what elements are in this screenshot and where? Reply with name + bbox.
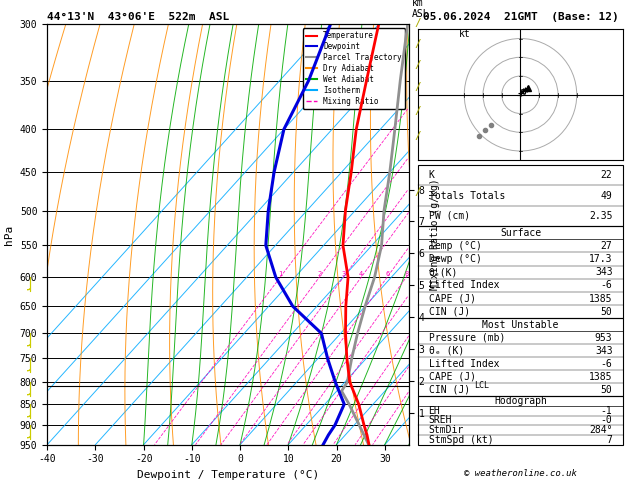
Text: 1: 1 bbox=[278, 271, 282, 277]
Text: 7: 7 bbox=[606, 435, 613, 445]
Text: -1: -1 bbox=[601, 406, 613, 416]
Text: LCL: LCL bbox=[474, 381, 489, 390]
Text: 50: 50 bbox=[601, 307, 613, 317]
Text: /: / bbox=[415, 60, 421, 70]
Text: CIN (J): CIN (J) bbox=[428, 307, 470, 317]
Text: K: K bbox=[428, 171, 435, 180]
Text: θₑ (K): θₑ (K) bbox=[428, 346, 464, 356]
Text: Lifted Index: Lifted Index bbox=[428, 280, 499, 290]
Text: 6: 6 bbox=[385, 271, 389, 277]
Legend: Temperature, Dewpoint, Parcel Trajectory, Dry Adiabat, Wet Adiabat, Isotherm, Mi: Temperature, Dewpoint, Parcel Trajectory… bbox=[303, 28, 405, 109]
Text: Surface: Surface bbox=[500, 227, 541, 238]
Text: CAPE (J): CAPE (J) bbox=[428, 372, 476, 382]
Text: /: / bbox=[415, 82, 421, 92]
Text: StmSpd (kt): StmSpd (kt) bbox=[428, 435, 493, 445]
Text: SREH: SREH bbox=[428, 416, 452, 425]
Text: PW (cm): PW (cm) bbox=[428, 211, 470, 221]
Text: 1385: 1385 bbox=[589, 294, 613, 304]
Text: Dewp (°C): Dewp (°C) bbox=[428, 254, 481, 264]
Text: 8: 8 bbox=[404, 271, 408, 277]
Text: 1385: 1385 bbox=[589, 372, 613, 382]
Text: CAPE (J): CAPE (J) bbox=[428, 294, 476, 304]
Text: Temp (°C): Temp (°C) bbox=[428, 241, 481, 251]
Text: EH: EH bbox=[428, 406, 440, 416]
Text: 343: 343 bbox=[595, 346, 613, 356]
Text: -6: -6 bbox=[601, 280, 613, 290]
Text: θₑ(K): θₑ(K) bbox=[428, 267, 458, 277]
Y-axis label: hPa: hPa bbox=[4, 225, 14, 244]
Y-axis label: Mixing Ratio (g/kg): Mixing Ratio (g/kg) bbox=[430, 179, 440, 290]
Text: 3: 3 bbox=[342, 271, 345, 277]
Text: 49: 49 bbox=[601, 191, 613, 201]
Text: CIN (J): CIN (J) bbox=[428, 384, 470, 395]
Text: /: / bbox=[415, 105, 421, 116]
Text: 284°: 284° bbox=[589, 425, 613, 435]
Text: 4: 4 bbox=[359, 271, 364, 277]
Text: 27: 27 bbox=[601, 241, 613, 251]
Text: Hodograph: Hodograph bbox=[494, 396, 547, 406]
Text: /: / bbox=[415, 18, 421, 28]
Text: /: / bbox=[415, 187, 421, 197]
Text: 17.3: 17.3 bbox=[589, 254, 613, 264]
Text: 22: 22 bbox=[601, 171, 613, 180]
Text: 343: 343 bbox=[595, 267, 613, 277]
Text: 50: 50 bbox=[601, 384, 613, 395]
Text: © weatheronline.co.uk: © weatheronline.co.uk bbox=[464, 469, 577, 478]
Text: 2: 2 bbox=[317, 271, 321, 277]
Text: Lifted Index: Lifted Index bbox=[428, 359, 499, 369]
Text: 44°13'N  43°06'E  522m  ASL: 44°13'N 43°06'E 522m ASL bbox=[47, 12, 230, 22]
Text: 953: 953 bbox=[595, 333, 613, 343]
Text: -6: -6 bbox=[601, 359, 613, 369]
Text: -0: -0 bbox=[601, 416, 613, 425]
Text: Totals Totals: Totals Totals bbox=[428, 191, 505, 201]
Text: km
ASL: km ASL bbox=[412, 0, 430, 19]
Text: /: / bbox=[415, 131, 421, 140]
Text: kt: kt bbox=[459, 29, 470, 39]
Text: 2.35: 2.35 bbox=[589, 211, 613, 221]
Text: Most Unstable: Most Unstable bbox=[482, 320, 559, 330]
Text: /: / bbox=[415, 39, 421, 49]
Text: Pressure (mb): Pressure (mb) bbox=[428, 333, 505, 343]
Text: StmDir: StmDir bbox=[428, 425, 464, 435]
Text: 05.06.2024  21GMT  (Base: 12): 05.06.2024 21GMT (Base: 12) bbox=[423, 12, 618, 22]
X-axis label: Dewpoint / Temperature (°C): Dewpoint / Temperature (°C) bbox=[137, 470, 319, 480]
